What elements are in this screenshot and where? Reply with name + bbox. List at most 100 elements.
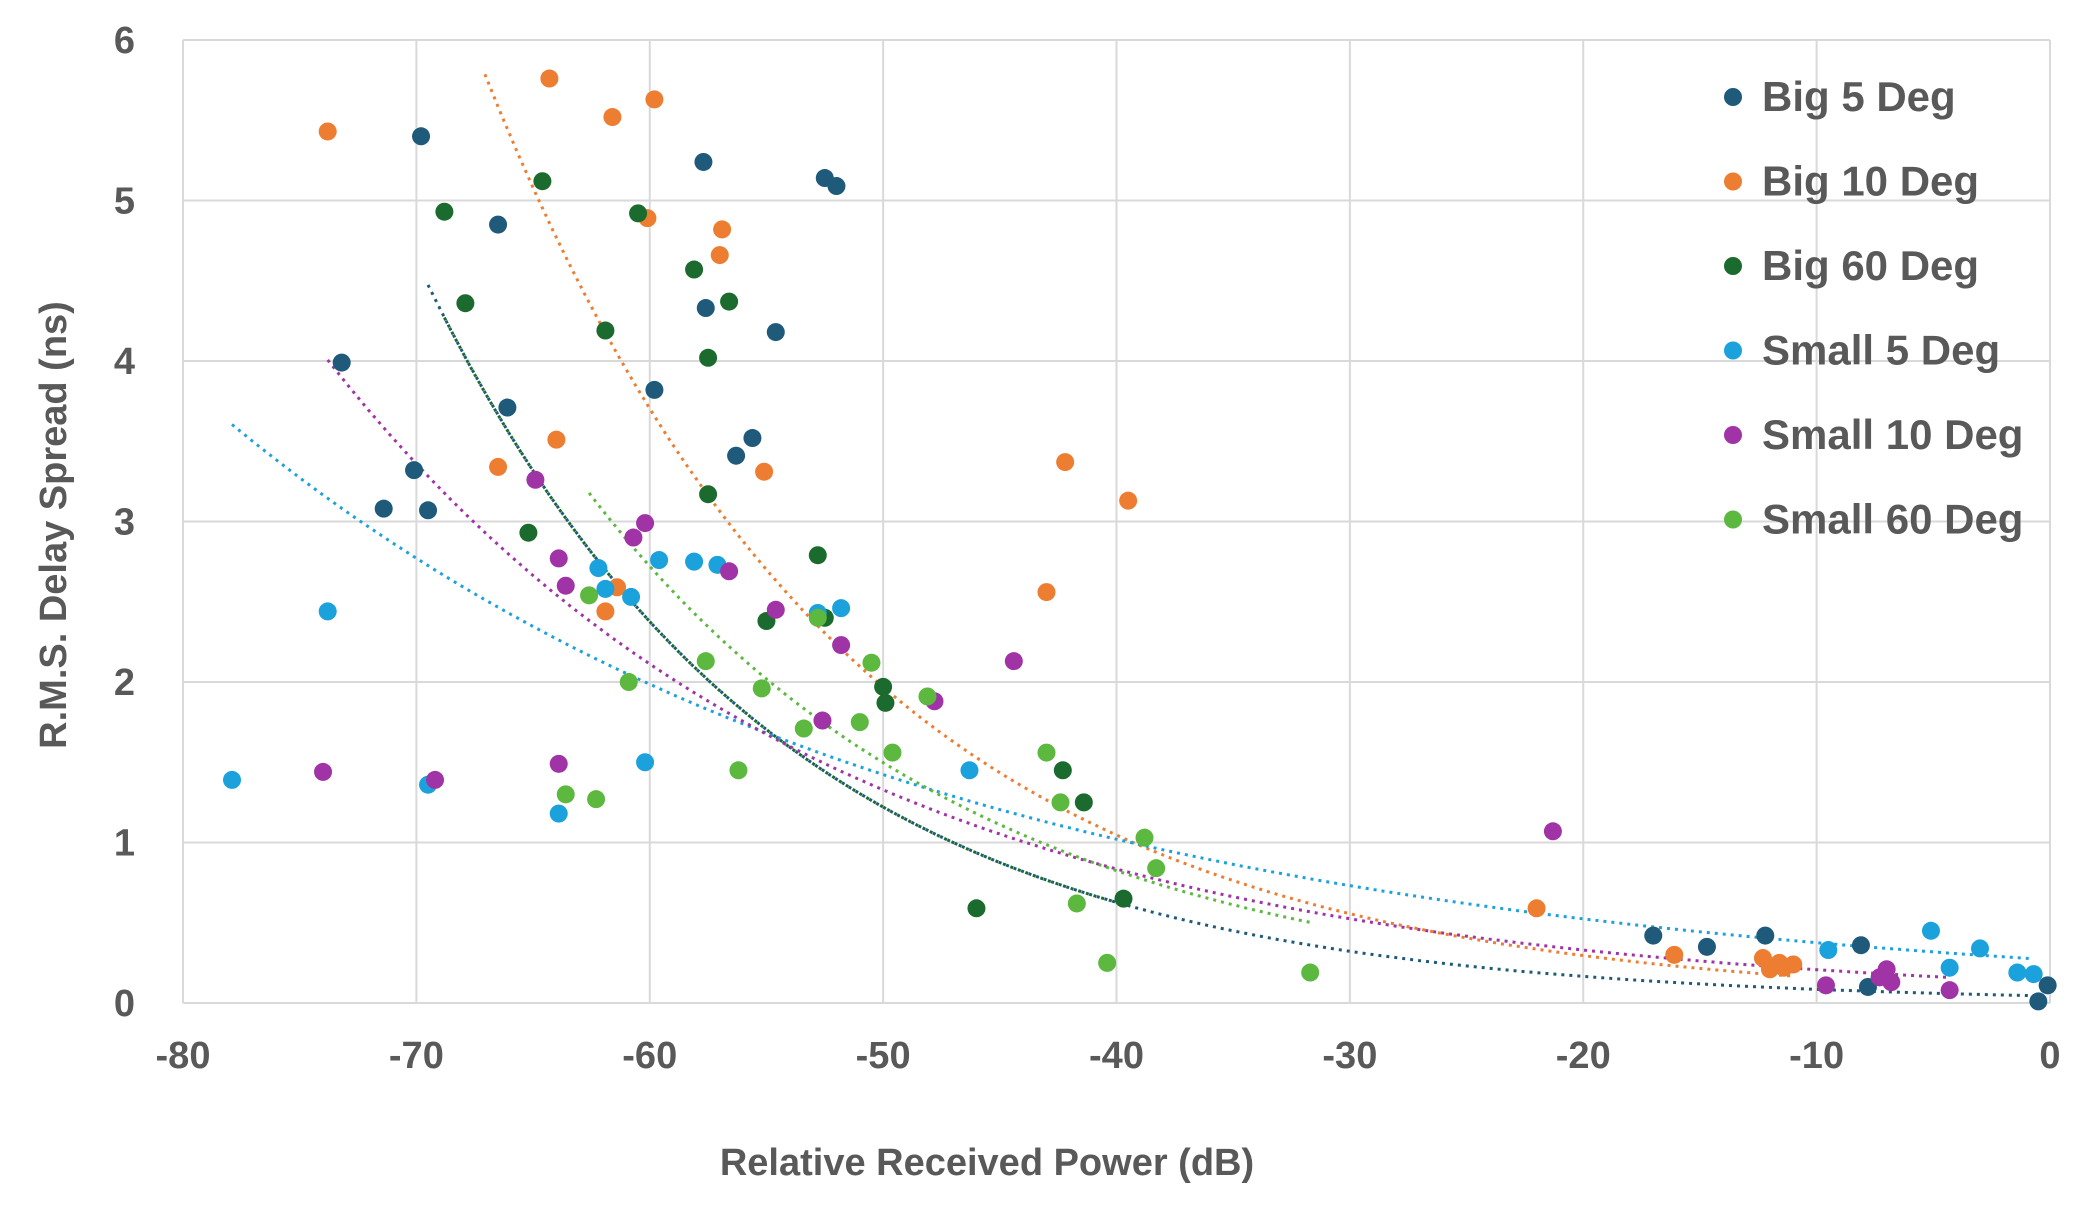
point-small-10-deg xyxy=(1543,822,1562,841)
point-small-10-deg xyxy=(549,549,568,568)
point-big-5-deg xyxy=(1644,926,1663,945)
point-small-60-deg xyxy=(862,653,881,672)
point-small-5-deg xyxy=(832,599,851,618)
point-big-10-deg xyxy=(1527,899,1546,918)
trendline-small-10-deg xyxy=(326,358,1950,979)
point-big-10-deg xyxy=(540,69,559,88)
point-big-60-deg xyxy=(967,899,986,918)
point-small-60-deg xyxy=(794,719,813,738)
point-small-5-deg xyxy=(636,753,655,772)
point-big-5-deg xyxy=(827,177,846,196)
point-big-10-deg xyxy=(713,220,732,239)
point-small-5-deg xyxy=(960,761,979,780)
point-big-60-deg xyxy=(876,693,895,712)
point-big-60-deg xyxy=(456,294,475,313)
point-small-5-deg xyxy=(650,551,669,570)
legend-label-small-10-deg: Small 10 Deg xyxy=(1762,411,2023,458)
point-small-5-deg xyxy=(685,552,704,571)
x-tick-label: -40 xyxy=(1089,1035,1144,1077)
point-small-10-deg xyxy=(556,576,575,595)
legend-label-small-60-deg: Small 60 Deg xyxy=(1762,496,2023,543)
point-small-60-deg xyxy=(1301,963,1320,982)
legend: Big 5 Deg Big 10 Deg Big 60 Deg Small 5 Deg… xyxy=(1724,73,2023,543)
x-tick-label: -30 xyxy=(1322,1035,1377,1077)
legend-marker-big-10-deg xyxy=(1724,172,1742,191)
point-big-5-deg xyxy=(2038,976,2057,995)
point-big-60-deg xyxy=(1053,761,1072,780)
point-big-10-deg xyxy=(1760,960,1779,979)
data-points xyxy=(223,69,2057,1011)
point-big-60-deg xyxy=(519,523,538,542)
legend-label-big-60-deg: Big 60 Deg xyxy=(1762,242,1979,289)
point-big-5-deg xyxy=(374,499,393,518)
trend-lines xyxy=(231,73,2048,998)
point-small-60-deg xyxy=(1147,859,1166,878)
point-small-10-deg xyxy=(832,636,851,655)
point-big-5-deg xyxy=(1756,926,1775,945)
point-big-10-deg xyxy=(645,90,664,109)
point-big-10-deg xyxy=(1665,945,1684,964)
point-small-60-deg xyxy=(1051,793,1070,812)
point-small-60-deg xyxy=(752,679,771,698)
point-big-60-deg xyxy=(596,321,615,340)
point-small-10-deg xyxy=(624,528,643,547)
point-big-5-deg xyxy=(645,380,664,399)
point-small-5-deg xyxy=(549,804,568,823)
point-small-10-deg xyxy=(720,562,739,581)
point-big-10-deg xyxy=(1037,583,1056,602)
point-big-5-deg xyxy=(405,461,424,480)
x-tick-label: -20 xyxy=(1556,1035,1611,1077)
x-tick-label: -50 xyxy=(856,1035,911,1077)
point-big-5-deg xyxy=(766,323,785,342)
point-small-10-deg xyxy=(526,470,545,489)
trendline-small-5-deg xyxy=(231,423,2034,961)
legend-label-big-5-deg: Big 5 Deg xyxy=(1762,73,1956,120)
point-small-5-deg xyxy=(2024,965,2043,984)
x-tick-label: -70 xyxy=(389,1035,444,1077)
point-small-5-deg xyxy=(223,770,242,789)
point-small-60-deg xyxy=(918,687,937,706)
y-tick-label: 5 xyxy=(114,181,135,223)
point-big-5-deg xyxy=(332,353,351,372)
point-big-60-deg xyxy=(685,260,704,279)
point-small-5-deg xyxy=(1940,958,1959,977)
point-big-10-deg xyxy=(710,246,729,265)
point-big-60-deg xyxy=(808,546,827,565)
point-small-60-deg xyxy=(556,785,575,804)
point-big-5-deg xyxy=(696,299,715,318)
point-small-10-deg xyxy=(426,770,445,789)
y-tick-label: 4 xyxy=(114,341,135,383)
point-big-5-deg xyxy=(498,398,517,417)
point-small-60-deg xyxy=(587,790,606,809)
point-small-5-deg xyxy=(1921,921,1940,940)
point-big-60-deg xyxy=(1114,889,1133,908)
point-small-60-deg xyxy=(696,652,715,671)
point-big-5-deg xyxy=(2029,992,2048,1011)
y-axis-title: R.M.S. Delay Spread (ns) xyxy=(33,301,75,749)
point-big-10-deg xyxy=(1119,491,1138,510)
point-big-60-deg xyxy=(699,485,718,504)
x-tick-label: -60 xyxy=(622,1035,677,1077)
point-big-5-deg xyxy=(727,446,746,465)
point-big-60-deg xyxy=(720,292,739,311)
y-tick-label: 6 xyxy=(114,20,135,62)
point-big-5-deg xyxy=(1851,936,1870,955)
point-small-5-deg xyxy=(596,579,615,598)
legend-marker-small-5-deg xyxy=(1724,341,1742,360)
point-big-5-deg xyxy=(412,127,431,146)
point-small-60-deg xyxy=(1098,953,1117,972)
point-big-10-deg xyxy=(596,602,615,621)
point-small-5-deg xyxy=(318,602,337,621)
axis-ticks: -80 -70 -60 -50 -40 -30 -20 -10 0 0 1 2 3 4 5 6 xyxy=(114,20,2061,1077)
point-small-60-deg xyxy=(850,713,869,732)
point-big-5-deg xyxy=(419,501,438,520)
point-small-60-deg xyxy=(883,743,902,762)
point-small-10-deg xyxy=(1882,973,1901,992)
point-big-60-deg xyxy=(1074,793,1093,812)
point-small-10-deg xyxy=(636,514,655,533)
point-small-60-deg xyxy=(808,608,827,627)
point-small-60-deg xyxy=(619,673,638,691)
point-big-60-deg xyxy=(629,204,648,223)
x-tick-label: -10 xyxy=(1789,1035,1844,1077)
legend-marker-big-5-deg xyxy=(1724,88,1742,106)
